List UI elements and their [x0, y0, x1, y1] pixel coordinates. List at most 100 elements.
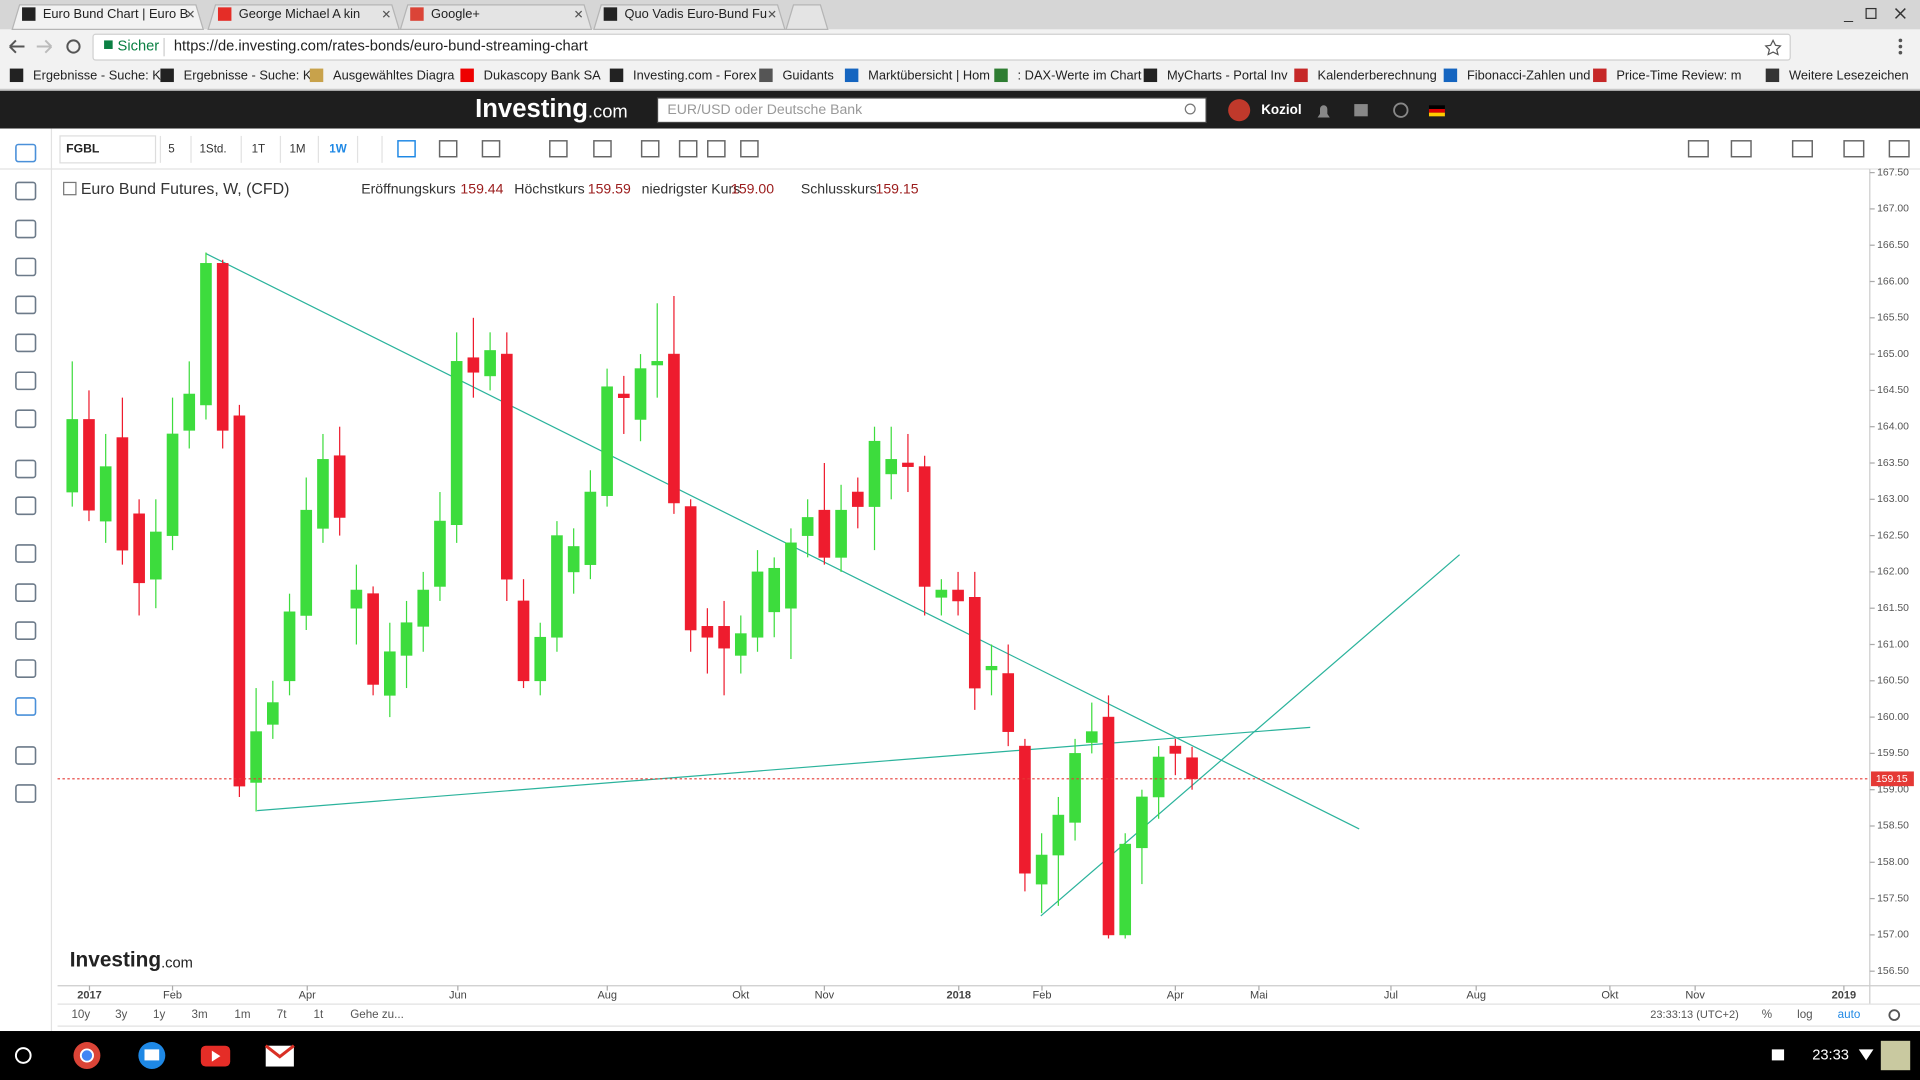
- bookmark[interactable]: Marktübersicht | Hom: [868, 67, 990, 82]
- settings-icon[interactable]: [1888, 1009, 1901, 1021]
- candle-body: [801, 517, 814, 536]
- bookmark[interactable]: Price-Time Review: m: [1616, 67, 1741, 82]
- tab[interactable]: [399, 4, 593, 30]
- bookmark[interactable]: Ergebnisse - Suche: K: [33, 67, 161, 82]
- tab-close[interactable]: [382, 10, 390, 18]
- candle-body: [634, 368, 647, 420]
- drawing-tool[interactable]: [15, 697, 37, 716]
- drawing-tool[interactable]: [15, 181, 37, 201]
- interval-button[interactable]: 1Std.: [199, 142, 226, 155]
- minimize[interactable]: _: [1843, 6, 1854, 23]
- toolbar-icon[interactable]: [593, 140, 612, 158]
- drawing-tool[interactable]: [15, 784, 37, 803]
- reload-button[interactable]: [66, 39, 81, 54]
- toolbar-icon[interactable]: [438, 140, 458, 158]
- search-placeholder[interactable]: EUR/USD oder Deutsche Bank: [667, 101, 863, 117]
- range-button[interactable]: 10y: [71, 1008, 90, 1021]
- range-button[interactable]: 1m: [234, 1008, 250, 1021]
- drawing-tool[interactable]: [15, 219, 37, 239]
- legend-toggle[interactable]: [63, 181, 77, 196]
- star-icon[interactable]: [1764, 39, 1782, 56]
- bookmark[interactable]: Ausgewähltes Diagra: [333, 67, 455, 82]
- drawing-tool[interactable]: [15, 496, 37, 516]
- bookmark[interactable]: MyCharts - Portal Inv: [1167, 67, 1288, 82]
- drawing-tool[interactable]: [15, 621, 37, 640]
- goto-button[interactable]: Gehe zu...: [350, 1008, 404, 1021]
- toolbar-icon[interactable]: [1791, 140, 1813, 158]
- maximize[interactable]: [1865, 7, 1877, 19]
- search-icon[interactable]: [1184, 103, 1196, 115]
- symbol[interactable]: FGBL: [66, 142, 100, 156]
- wifi-icon[interactable]: [1858, 1049, 1874, 1061]
- drawing-tool[interactable]: [15, 295, 37, 315]
- url[interactable]: https://de.investing.com/rates-bonds/eur…: [174, 38, 588, 54]
- back-button[interactable]: [9, 39, 25, 54]
- drawing-tool[interactable]: [15, 544, 37, 563]
- bookmark[interactable]: Fibonacci-Zahlen und: [1467, 67, 1591, 82]
- address-box[interactable]: [92, 33, 1791, 61]
- user-avatar[interactable]: [1880, 1040, 1911, 1071]
- toolbar-icon[interactable]: [1687, 140, 1709, 158]
- tab[interactable]: [593, 4, 786, 30]
- trendlines[interactable]: [205, 252, 1460, 917]
- trendline[interactable]: [205, 252, 1360, 830]
- toolbar-icon[interactable]: [740, 140, 759, 158]
- interval-button[interactable]: 1M: [289, 142, 305, 155]
- drawing-tool[interactable]: [15, 143, 37, 163]
- symbol-box[interactable]: [59, 135, 157, 164]
- interval-button[interactable]: 5: [168, 142, 174, 155]
- axis-option[interactable]: log: [1797, 1008, 1813, 1021]
- interval-button[interactable]: 1T: [252, 142, 266, 155]
- bookmark[interactable]: Kalenderberechnung: [1318, 67, 1437, 82]
- bookmark[interactable]: Weitere Lesezeichen: [1789, 67, 1909, 82]
- launcher[interactable]: [14, 1047, 32, 1064]
- trendline[interactable]: [257, 726, 1311, 812]
- forward-button[interactable]: [36, 39, 53, 54]
- drawing-tool[interactable]: [15, 409, 37, 429]
- bell-icon[interactable]: [1317, 105, 1330, 118]
- toolbar-icon[interactable]: [640, 140, 660, 158]
- portfolio-icon[interactable]: [1354, 104, 1368, 117]
- axis-option[interactable]: auto: [1838, 1008, 1861, 1021]
- tab[interactable]: [11, 4, 205, 30]
- close[interactable]: [1894, 8, 1906, 19]
- interval-button[interactable]: 1W: [329, 142, 346, 155]
- toolbar-icon[interactable]: [481, 140, 501, 158]
- drawing-tool[interactable]: [15, 746, 37, 765]
- tab-close[interactable]: [186, 10, 194, 18]
- avatar[interactable]: [1228, 99, 1251, 122]
- search-box[interactable]: [656, 97, 1207, 124]
- range-button[interactable]: 1t: [314, 1008, 324, 1021]
- toolbar-icon[interactable]: [397, 140, 416, 158]
- bookmark[interactable]: Dukascopy Bank SA: [484, 67, 602, 82]
- drawing-tool[interactable]: [15, 333, 37, 353]
- toolbar-icon[interactable]: [1730, 140, 1752, 158]
- tab-close[interactable]: [768, 10, 776, 18]
- user-name[interactable]: Koziol: [1261, 102, 1301, 117]
- screenshot-icon[interactable]: [1771, 1049, 1785, 1061]
- axis-option[interactable]: %: [1762, 1008, 1772, 1021]
- range-button[interactable]: 1y: [153, 1008, 165, 1021]
- toolbar-icon[interactable]: [1843, 140, 1865, 158]
- range-button[interactable]: 3y: [115, 1008, 127, 1021]
- bookmark[interactable]: Guidants: [782, 67, 833, 82]
- drawing-tool[interactable]: [15, 459, 37, 479]
- toolbar-icon[interactable]: [678, 140, 698, 158]
- bookmark[interactable]: Ergebnisse - Suche: K: [184, 67, 312, 82]
- toolbar-icon[interactable]: [549, 140, 568, 158]
- bookmark[interactable]: Investing.com - Forex: [633, 67, 757, 82]
- drawing-tool[interactable]: [15, 659, 37, 678]
- clock-icon[interactable]: [1393, 102, 1409, 118]
- tab-close[interactable]: [575, 10, 583, 18]
- drawing-tool[interactable]: [15, 583, 37, 603]
- bookmark[interactable]: : DAX-Werte im Chart: [1018, 67, 1142, 82]
- range-button[interactable]: 3m: [192, 1008, 208, 1021]
- drawing-tool[interactable]: [15, 257, 37, 277]
- drawing-tool[interactable]: [15, 371, 37, 391]
- flag[interactable]: [1428, 105, 1445, 109]
- toolbar-icon[interactable]: [707, 140, 726, 158]
- range-button[interactable]: 7t: [277, 1008, 287, 1021]
- tab[interactable]: [207, 4, 401, 30]
- new-tab[interactable]: [785, 4, 829, 30]
- toolbar-icon[interactable]: [1888, 140, 1910, 158]
